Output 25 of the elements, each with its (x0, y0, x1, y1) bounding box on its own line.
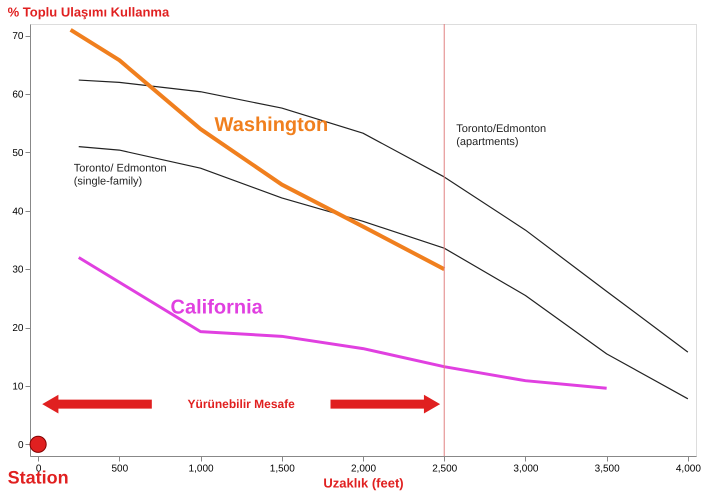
y-tick-label: 30 (12, 264, 24, 276)
y-tick-label: 60 (12, 90, 24, 101)
y-tick-label: 20 (12, 323, 24, 334)
line-series (68, 28, 446, 272)
y-tick-label: 50 (12, 148, 24, 159)
text: Toronto/Edmonton (apartments) (456, 122, 546, 148)
series-label: Toronto/ Edmonton (single-family) (74, 162, 167, 188)
series-label: California (170, 296, 264, 319)
line-series (77, 256, 608, 390)
y-tick-label: 70 (12, 31, 24, 42)
series-label: Washington (214, 114, 328, 136)
x-tick-label: 3,500 (594, 464, 620, 474)
x-tick-label: 4,000 (676, 464, 702, 474)
y-tick-label: 40 (12, 206, 24, 218)
x-tick-label: 500 (112, 464, 129, 474)
x-tick-label: 1,500 (270, 464, 296, 474)
annotation: Yürünebilir Mesafe (187, 397, 296, 412)
x-axis-title: Uzaklık (feet) (323, 476, 404, 490)
x-tick-label: 3,000 (513, 464, 539, 474)
y-tick-label: 0 (18, 440, 24, 451)
y-tick-label: 10 (12, 381, 24, 392)
x-tick-label: 2,500 (432, 464, 458, 474)
y-axis-title: % Toplu Ulaşımı Kullanma (8, 4, 170, 20)
x-tick-label: 2,000 (350, 464, 376, 474)
x-tick-label: 1,000 (188, 464, 214, 474)
